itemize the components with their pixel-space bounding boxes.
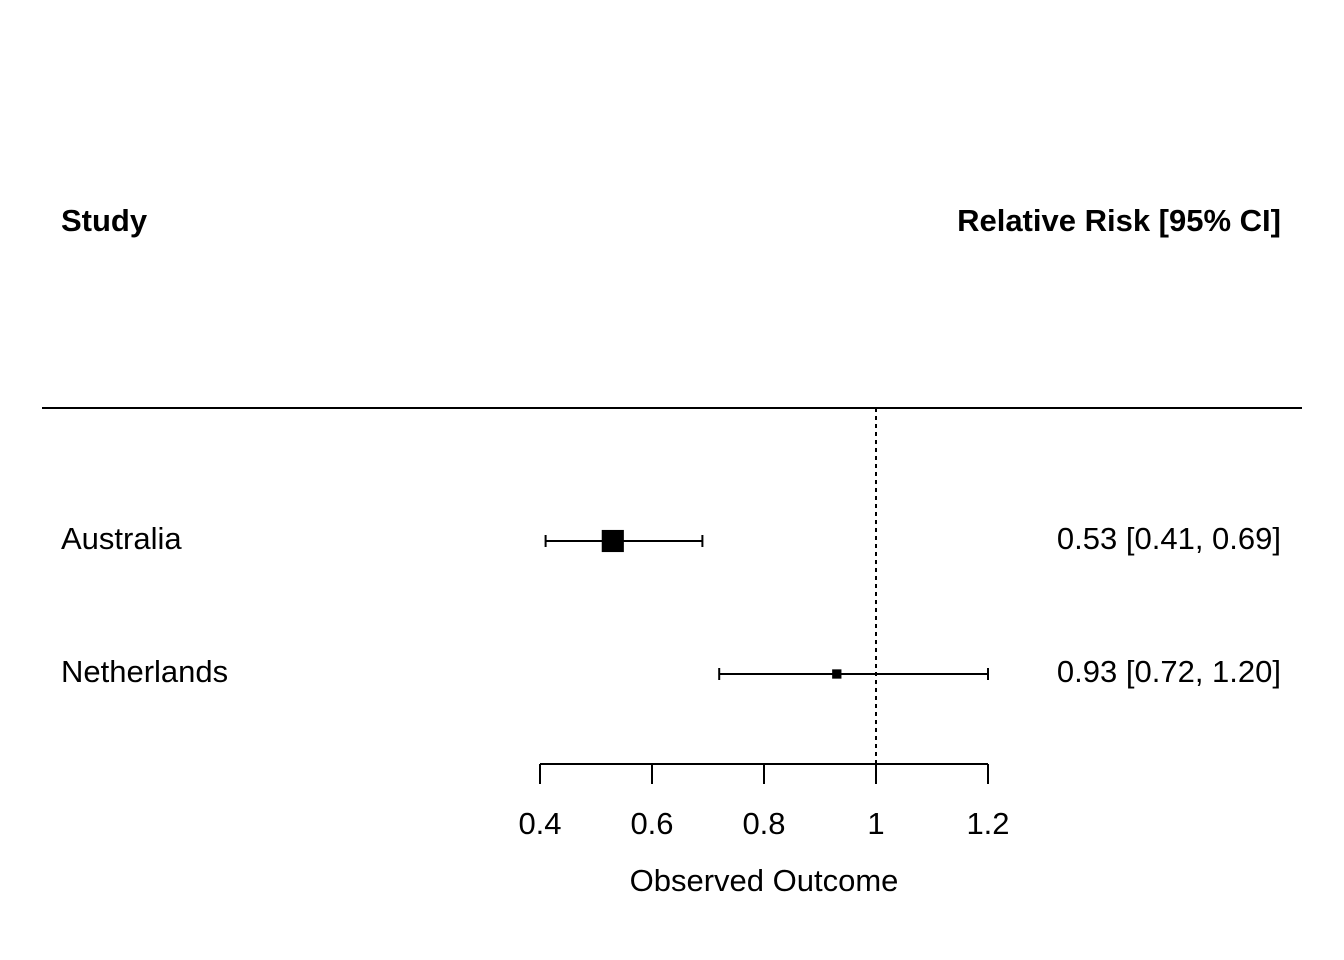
x-tick-label: 1 — [867, 806, 884, 841]
x-tick-label: 0.4 — [518, 806, 561, 841]
x-tick-label: 0.6 — [630, 806, 673, 841]
effect-label: 0.53 [0.41, 0.69] — [1057, 521, 1281, 556]
x-tick-label: 1.2 — [966, 806, 1009, 841]
point-estimate — [832, 669, 842, 679]
study-row-netherlands: Netherlands 0.93 [0.72, 1.20] — [61, 654, 1281, 689]
study-rows: Australia 0.53 [0.41, 0.69] Netherlands 0.9… — [61, 521, 1281, 689]
header-study: Study — [61, 203, 148, 238]
point-estimate — [601, 529, 624, 553]
x-tick-label: 0.8 — [742, 806, 785, 841]
study-name: Netherlands — [61, 654, 228, 689]
study-name: Australia — [61, 521, 182, 556]
header-effect: Relative Risk [95% CI] — [957, 203, 1281, 238]
effect-label: 0.93 [0.72, 1.20] — [1057, 654, 1281, 689]
study-row-australia: Australia 0.53 [0.41, 0.69] — [61, 521, 1281, 556]
x-axis: 0.4 0.6 0.8 1 1.2 — [518, 763, 1010, 841]
x-axis-title: Observed Outcome — [630, 863, 899, 898]
